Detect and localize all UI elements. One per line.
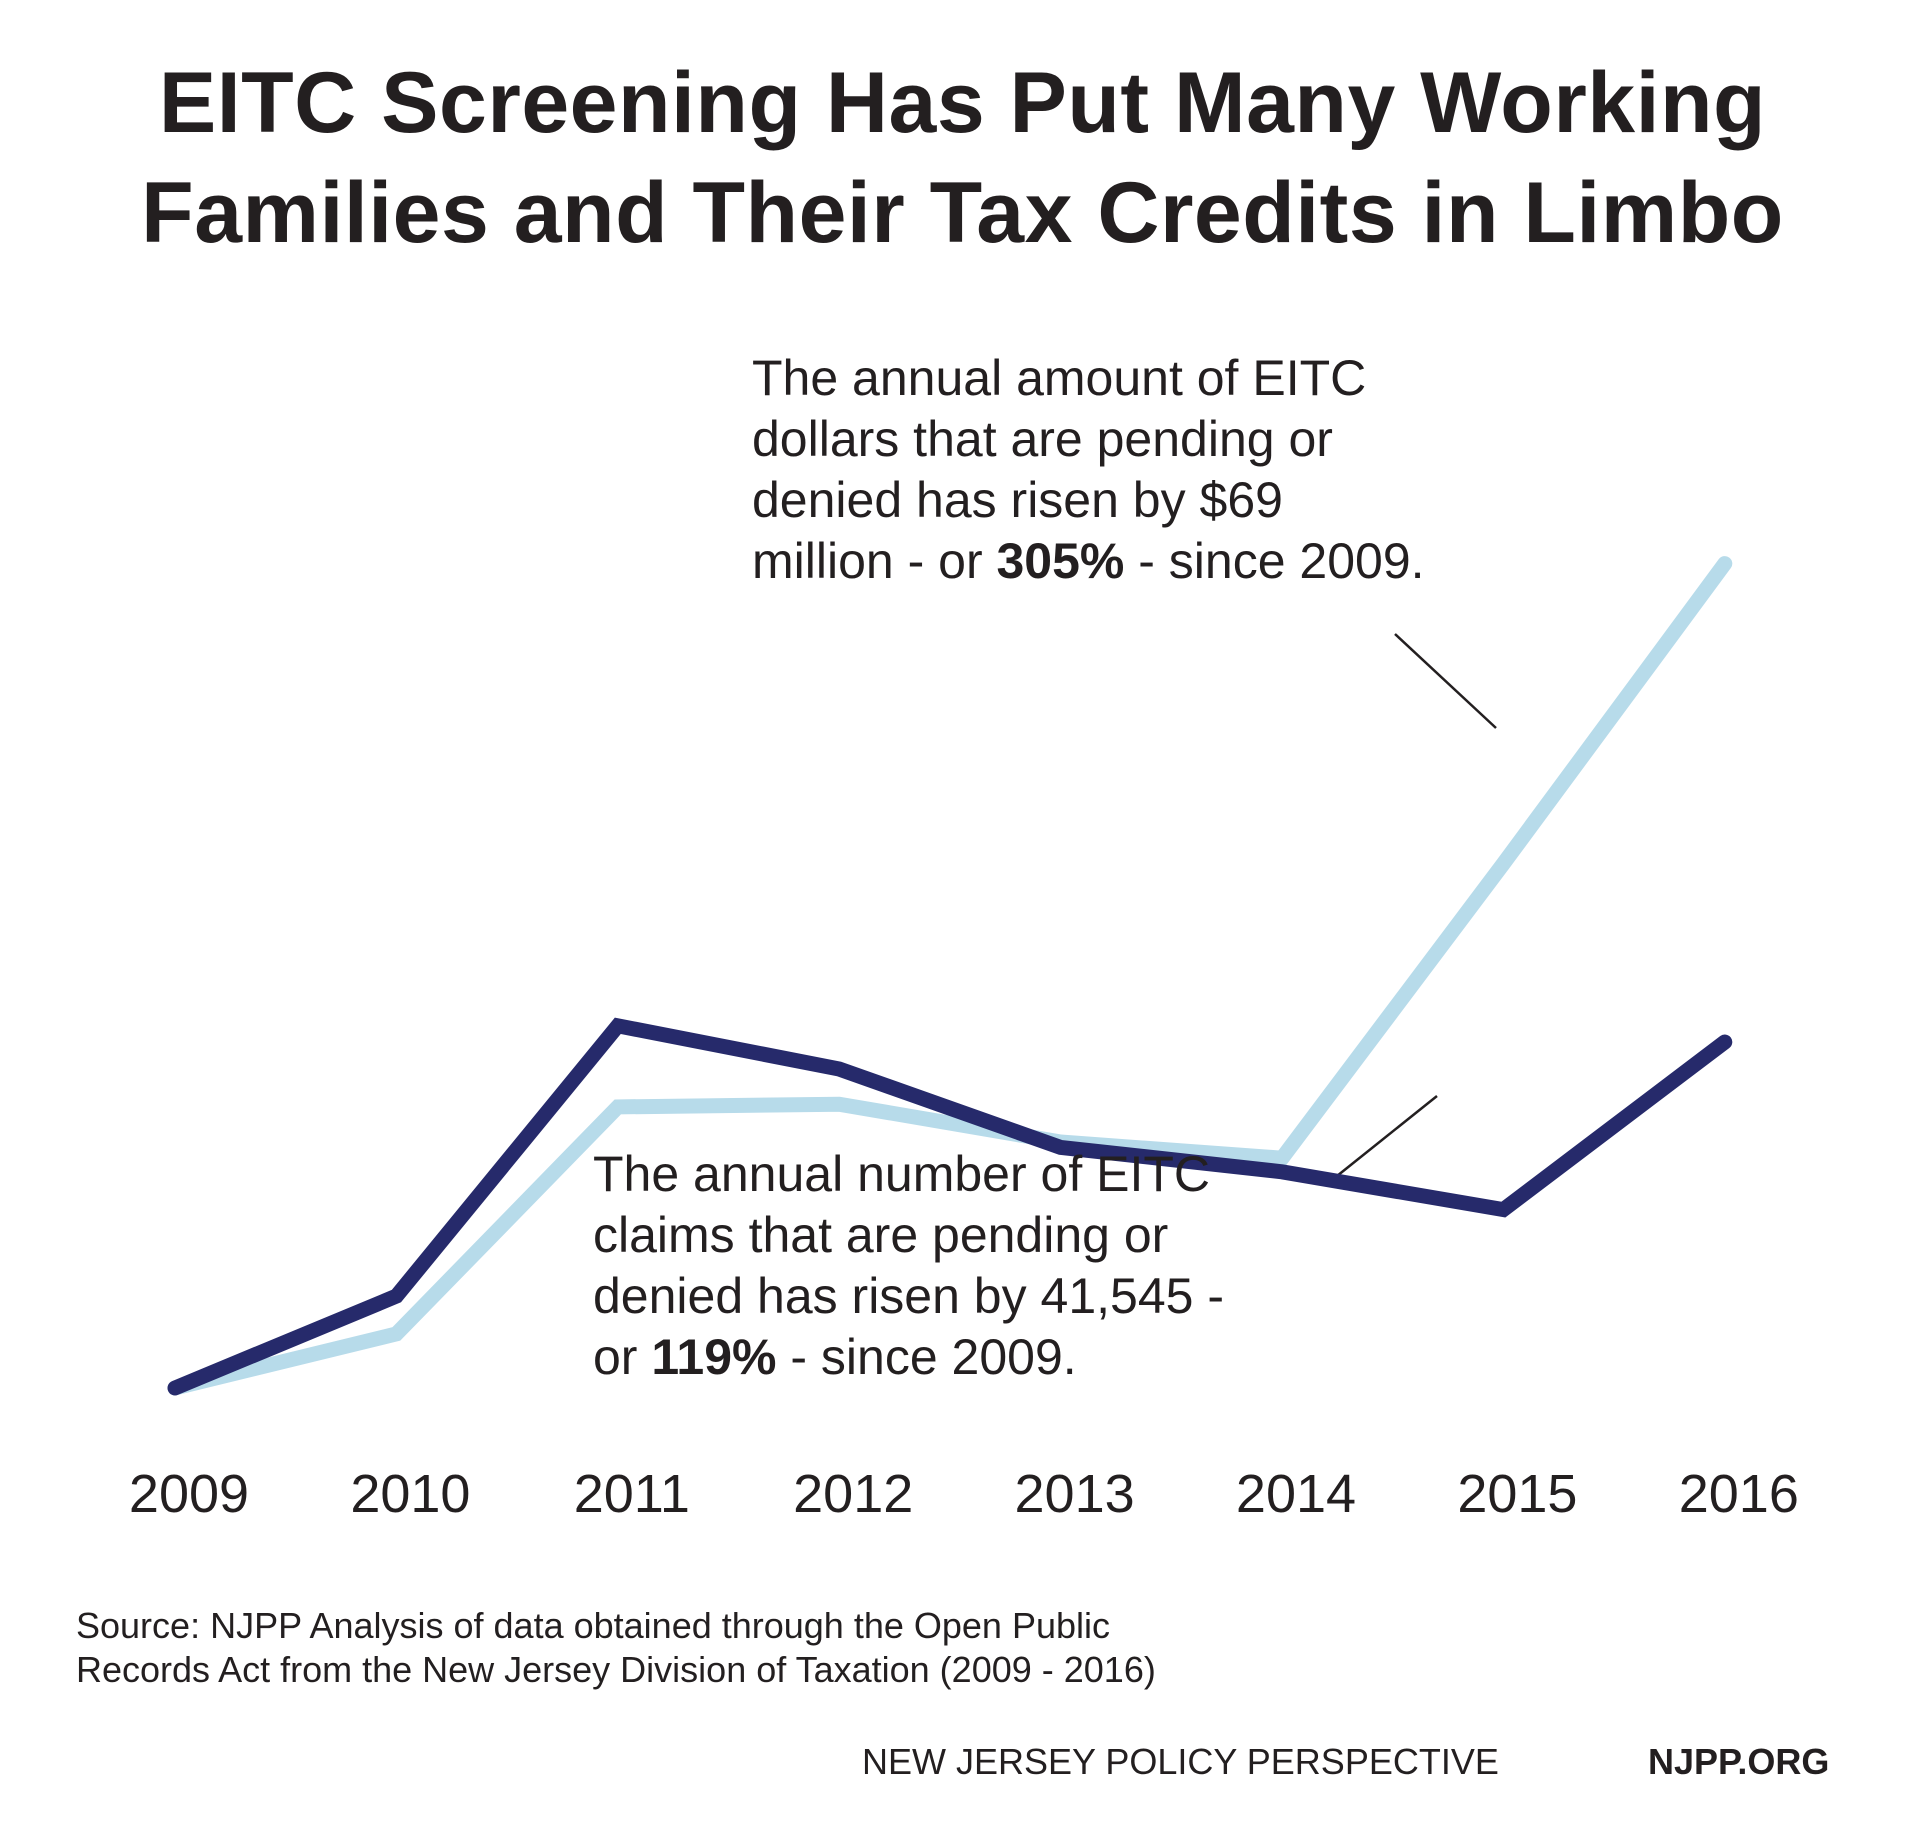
chart-title-line-1: EITC Screening Has Put Many Working bbox=[158, 55, 1767, 151]
annotation-claims: The annual number of EITC claims that ar… bbox=[593, 1144, 1224, 1388]
source-note-line-2: Records Act from the New Jersey Division… bbox=[76, 1649, 1156, 1690]
x-tick-label-2013: 2013 bbox=[1015, 1464, 1135, 1524]
annotation-amount-line-2: dollars that are pending or bbox=[752, 411, 1333, 467]
annotation-leader-lines bbox=[1336, 633, 1497, 1177]
annotation-amount-line-4: million - or 305% - since 2009. bbox=[752, 531, 1425, 592]
x-tick-label-2011: 2011 bbox=[574, 1464, 690, 1524]
annotation-claims-line-1: The annual number of EITC bbox=[593, 1146, 1210, 1202]
annotation-claims-percent: 119% bbox=[651, 1329, 777, 1385]
chart-title: EITC Screening Has Put Many Working Fami… bbox=[0, 48, 1925, 268]
source-note: Source: NJPP Analysis of data obtained t… bbox=[76, 1604, 1156, 1692]
footer-organization: NEW JERSEY POLICY PERSPECTIVE bbox=[862, 1741, 1499, 1782]
annotation-amount: The annual amount of EITC dollars that a… bbox=[752, 348, 1425, 592]
footer-website: NJPP.ORG bbox=[1648, 1741, 1830, 1782]
x-tick-label-2010: 2010 bbox=[350, 1464, 470, 1524]
annotation-claims-line-4: or 119% - since 2009. bbox=[593, 1327, 1224, 1388]
annotation-amount-line-3: denied has risen by $69 bbox=[752, 472, 1283, 528]
annotation-claims-text-pre: or bbox=[593, 1329, 652, 1385]
x-axis-tick-labels: 2009 2010 2011 2012 2013 2014 2015 2016 bbox=[129, 1464, 1799, 1524]
x-tick-label-2012: 2012 bbox=[793, 1464, 913, 1524]
annotation-claims-line-3: denied has risen by 41,545 - bbox=[593, 1268, 1224, 1324]
chart-title-line-2: Families and Their Tax Credits in Limbo bbox=[141, 165, 1784, 261]
annotation-amount-percent: 305% bbox=[996, 533, 1125, 589]
annotation-amount-text-pre: million - or bbox=[752, 533, 997, 589]
annotation-claims-line-2: claims that are pending or bbox=[593, 1207, 1169, 1263]
series-line-claims bbox=[167, 1017, 1733, 1396]
series-line-amount bbox=[167, 556, 1733, 1396]
leader-line-claims bbox=[1336, 1095, 1438, 1177]
x-tick-label-2009: 2009 bbox=[129, 1464, 249, 1524]
x-tick-label-2015: 2015 bbox=[1457, 1464, 1577, 1524]
annotation-amount-line-1: The annual amount of EITC bbox=[752, 350, 1367, 406]
chart-series bbox=[167, 556, 1733, 1396]
leader-line-amount bbox=[1394, 633, 1497, 729]
annotation-claims-text-post: - since 2009. bbox=[776, 1329, 1077, 1385]
source-note-line-1: Source: NJPP Analysis of data obtained t… bbox=[76, 1605, 1110, 1646]
x-tick-label-2016: 2016 bbox=[1679, 1464, 1799, 1524]
x-tick-label-2014: 2014 bbox=[1236, 1464, 1356, 1524]
annotation-amount-text-post: - since 2009. bbox=[1124, 533, 1425, 589]
